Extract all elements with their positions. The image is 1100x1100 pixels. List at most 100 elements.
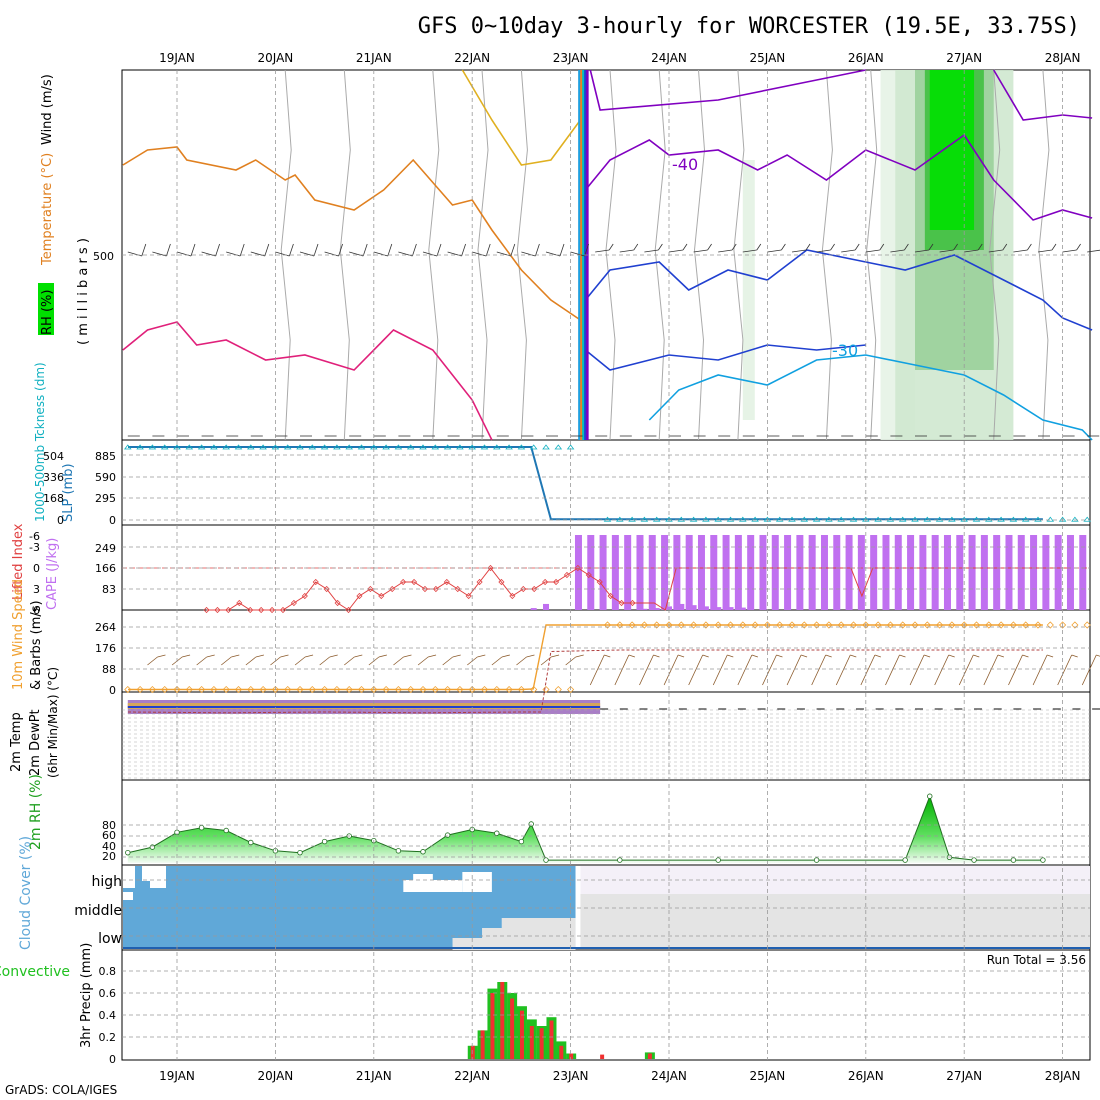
upper-wind-barb	[668, 249, 684, 253]
slp-tick-590: 590	[95, 471, 116, 484]
footer-credit: GrADS: COLA/IGES	[5, 1083, 117, 1097]
date-label-bottom: 26JAN	[848, 1069, 884, 1083]
thickness-marker	[812, 516, 821, 522]
wind-speed-marker	[628, 621, 636, 629]
millibars-ylabel: ( m i l l i b a r s )	[76, 238, 91, 345]
temperature-ylabel: Temperature (°C)	[40, 153, 55, 266]
wind-speed-marker	[370, 685, 378, 694]
date-label-top: 28JAN	[1045, 51, 1081, 65]
wind-tick-176: 176	[95, 642, 116, 655]
upper-wind-barb	[559, 243, 565, 257]
thickness-marker	[1046, 516, 1055, 522]
thickness-marker	[923, 516, 932, 522]
wind-speed-marker	[357, 685, 366, 694]
li-marker	[312, 578, 319, 586]
surface-barb	[157, 654, 166, 658]
wind-speed-marker	[284, 685, 292, 694]
surface-barb	[304, 654, 314, 658]
rh-legend-swatch	[38, 283, 54, 335]
thickness-marker	[935, 516, 944, 522]
surface-barb	[997, 654, 1005, 658]
precip-left-label: Total / Rain Convective	[0, 964, 70, 980]
cloud-gap	[501, 918, 576, 948]
cape-bar	[980, 535, 988, 610]
surface-barb	[501, 654, 510, 658]
surface-barb	[245, 656, 257, 666]
upper-wind-barb	[742, 249, 757, 253]
upper-wind-barb	[805, 243, 811, 251]
upper-wind-barb	[658, 243, 663, 251]
wind-speed-ylabel: 10m Wind Speed	[11, 579, 26, 690]
date-label-top: 20JAN	[258, 51, 294, 65]
precip-ylabel: 3hr Precip (mm)	[79, 943, 94, 1048]
contour-line	[654, 69, 666, 441]
surface-barb	[860, 654, 876, 686]
upper-wind-barb	[338, 243, 343, 257]
upper-wind-barb	[436, 243, 442, 257]
surface-barb	[835, 654, 851, 686]
cape-bar	[943, 535, 951, 610]
cape-bar	[759, 535, 767, 610]
temp-line-lightblue	[648, 354, 1093, 441]
li-marker	[498, 578, 505, 586]
wind-speed-marker	[677, 621, 685, 629]
surface-barb	[800, 654, 808, 658]
upper-wind-barb	[964, 249, 979, 253]
precip-conv-bar	[600, 1054, 605, 1059]
rh-marker	[715, 857, 721, 863]
surface-barb	[526, 654, 535, 658]
upper-ylabel: RH (%) Temperature (°C) Wind (m/s) ( m i…	[38, 74, 858, 360]
surface-barb	[575, 654, 584, 658]
upper-wind-barb	[264, 243, 270, 257]
cape-bar	[1079, 535, 1087, 610]
upper-wind-barb	[928, 243, 934, 251]
cape-bar	[587, 535, 595, 610]
thickness-marker	[406, 444, 415, 450]
thickness-marker	[714, 516, 722, 522]
thickness-marker	[259, 444, 267, 450]
upper-wind-barb	[756, 243, 762, 251]
cape-bar	[666, 606, 672, 610]
upper-wind-barb	[914, 249, 930, 253]
minmax-ylabel: (6hr Min/Max) (°C)	[46, 667, 60, 778]
cape-bar	[1017, 535, 1025, 610]
upper-wind-barb	[830, 243, 835, 251]
cape-bar	[734, 535, 742, 610]
cape-bar	[820, 535, 828, 610]
thickness-marker	[394, 444, 403, 450]
upper-wind-barb	[904, 243, 909, 251]
wind-speed-marker	[923, 621, 931, 629]
contour-label-minus30: -30	[832, 341, 858, 360]
li-tick-0: 0	[33, 562, 40, 575]
thickness-marker	[837, 516, 845, 522]
contour-line	[1038, 69, 1050, 441]
contour-line	[477, 69, 489, 441]
cape-bar	[739, 607, 746, 610]
cape-bar	[673, 535, 681, 610]
cloud-level-middle: middle	[74, 903, 122, 919]
li-marker	[618, 599, 625, 607]
upper-wind-barb	[190, 243, 196, 257]
li-marker	[279, 606, 287, 614]
date-label-top: 23JAN	[553, 51, 589, 65]
surface-barb	[294, 656, 306, 666]
surface-barb	[909, 654, 925, 686]
wind-speed-marker	[210, 685, 218, 694]
li-marker	[585, 571, 592, 579]
thickness-marker	[628, 516, 636, 522]
surface-barb	[147, 656, 158, 666]
wind-tick-0: 0	[109, 684, 116, 697]
wind-speed-marker	[505, 685, 513, 694]
cape-bar	[543, 603, 549, 610]
thickness-marker	[640, 516, 649, 522]
thickness-marker	[997, 516, 1005, 522]
wind-speed-line	[128, 624, 1043, 691]
wind-speed-marker	[345, 685, 353, 694]
upper-wind-barb	[387, 243, 393, 257]
upper-wind-barb	[707, 243, 712, 251]
rh-marker	[494, 830, 500, 836]
surface-barb	[899, 654, 906, 658]
wind-speed-marker	[407, 685, 415, 694]
upper-wind-barb	[324, 251, 339, 257]
